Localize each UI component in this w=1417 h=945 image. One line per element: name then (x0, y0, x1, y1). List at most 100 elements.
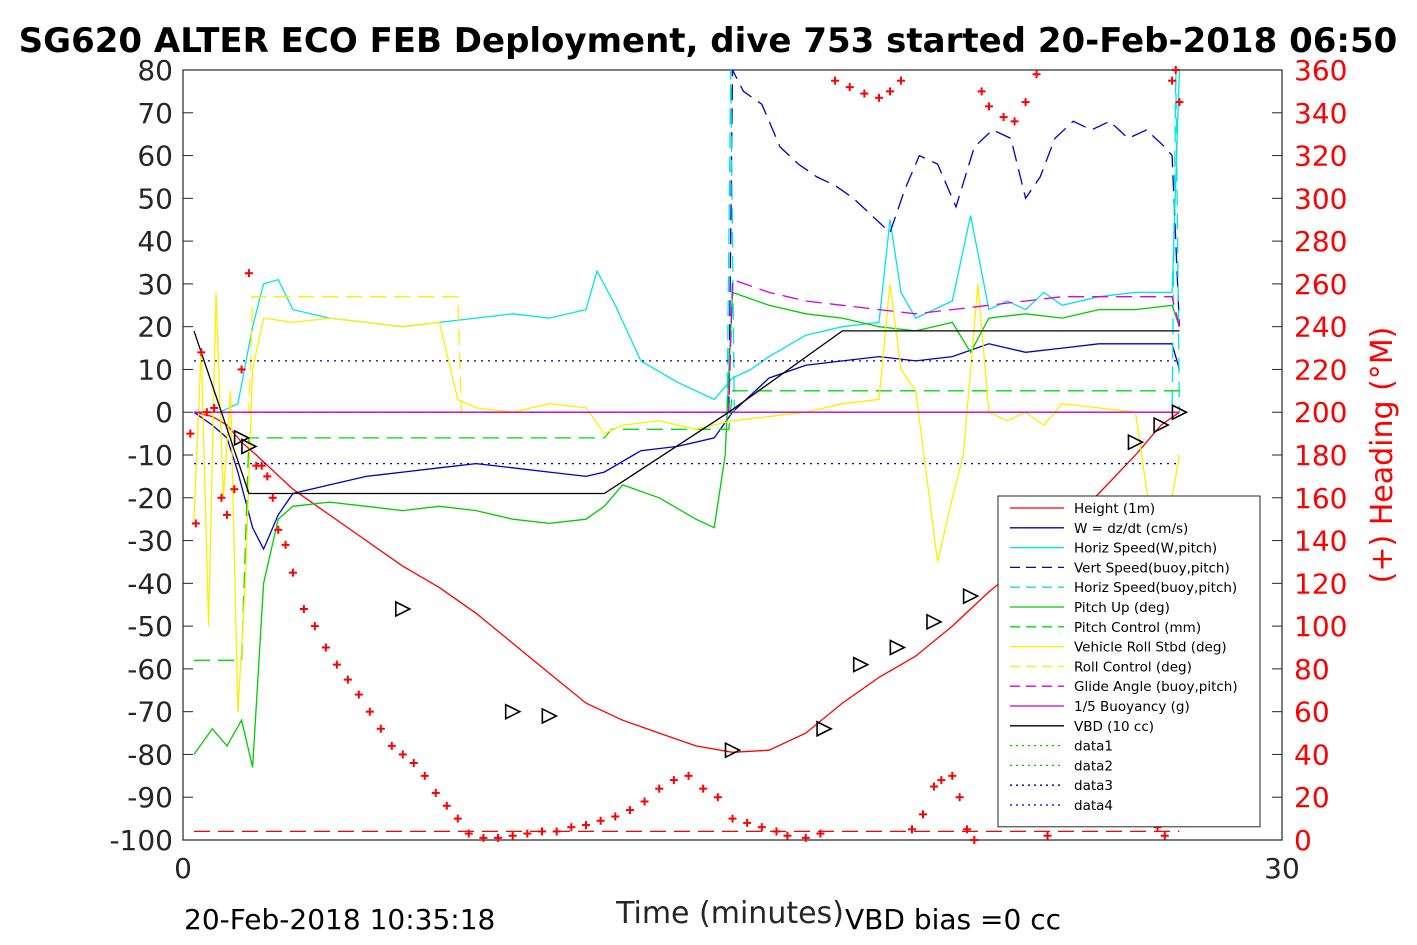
heading-point (210, 403, 219, 412)
heading-point (783, 831, 792, 840)
legend-label: Horiz Speed(buoy,pitch) (1074, 580, 1237, 596)
heading-point (1175, 98, 1184, 107)
legend-label: Vehicle Roll Stbd (deg) (1074, 640, 1227, 656)
legend-label: data2 (1074, 758, 1113, 774)
y-left-tick-label: 60 (137, 140, 173, 173)
heading-point (699, 784, 708, 793)
depth-marker (852, 656, 870, 673)
legend-label: data4 (1074, 798, 1113, 814)
heading-point (728, 814, 737, 823)
right-axis-label: (+) Heading (°M) (1365, 327, 1400, 584)
heading-point (453, 814, 462, 823)
legend-entry: W = dz/dt (cm/s) (1010, 521, 1188, 537)
heading-point (908, 825, 917, 834)
footer-timestamp: 20-Feb-2018 10:35:18 (184, 903, 495, 936)
heading-point (596, 816, 605, 825)
legend-entry: data3 (1010, 778, 1113, 794)
heading-point (343, 675, 352, 684)
y-left-tick-label: -10 (127, 439, 173, 472)
heading-point (831, 76, 840, 85)
depth-marker (816, 720, 833, 738)
legend-label: data1 (1074, 739, 1113, 755)
heading-point (567, 823, 576, 832)
series-line-9 (194, 278, 1181, 413)
legend-label: W = dz/dt (cm/s) (1074, 521, 1188, 537)
heading-point (743, 818, 752, 827)
heading-point (479, 833, 488, 842)
heading-point (970, 836, 979, 844)
y-right-tick-label: 260 (1294, 268, 1347, 301)
y-left-tick-label: -50 (127, 610, 173, 643)
heading-point (999, 113, 1008, 122)
legend-entry: Pitch Up (deg) (1010, 600, 1170, 616)
legend-entry: Vehicle Roll Stbd (deg) (1010, 640, 1227, 656)
heading-point (538, 827, 547, 836)
y-right-tick-label: 300 (1294, 182, 1347, 215)
depth-marker (1153, 416, 1170, 434)
heading-point (962, 825, 971, 834)
heading-point (1032, 70, 1041, 79)
y-right-tick-label: 0 (1294, 824, 1312, 857)
y-left-tick-label: 70 (137, 97, 173, 130)
heading-point (230, 485, 239, 494)
legend-entry: Glide Angle (buoy,pitch) (1010, 679, 1238, 695)
heading-point (669, 776, 678, 785)
heading-point (387, 741, 396, 750)
y-right-tick-label: 140 (1294, 525, 1347, 558)
series-line-3 (728, 69, 1181, 413)
heading-point (354, 690, 363, 699)
y-right-tick-label: 320 (1294, 140, 1347, 173)
heading-point (581, 821, 590, 830)
heading-point (860, 89, 869, 98)
heading-point (918, 810, 927, 819)
legend-label: data3 (1074, 778, 1113, 794)
heading-point (409, 759, 418, 767)
legend-label: VBD (10 cc) (1074, 719, 1154, 735)
y-left-tick-label: 0 (155, 396, 173, 429)
y-right-tick-label: 280 (1294, 225, 1347, 258)
legend-entry: data1 (1010, 739, 1113, 755)
heading-point (655, 784, 664, 793)
depth-marker (1127, 433, 1145, 451)
heading-point (929, 782, 938, 791)
depth-marker (394, 600, 412, 618)
y-left-tick-label: -40 (127, 567, 173, 600)
y-right-tick-label: 180 (1294, 439, 1347, 472)
legend-entry: Pitch Control (mm) (1010, 620, 1201, 636)
heading-point (955, 793, 964, 802)
series-line-11 (193, 330, 1180, 495)
heading-point (222, 510, 231, 519)
heading-point (299, 605, 308, 613)
y-left-tick-label: -20 (127, 482, 173, 515)
legend-entry: data4 (1010, 798, 1113, 814)
y-left-tick-label: -90 (127, 781, 173, 814)
y-right-tick-label: 80 (1294, 653, 1330, 686)
x-axis-label: Time (minutes) (615, 896, 844, 931)
y-left-tick-label: -100 (109, 824, 173, 857)
heading-point (237, 365, 246, 374)
heading-point (186, 429, 195, 438)
heading-point (684, 771, 693, 780)
legend-entry: 1/5 Buoyancy (g) (1010, 699, 1190, 715)
heading-point (268, 493, 277, 502)
heading-point (431, 788, 440, 797)
x-tick-label: 30 (1264, 852, 1300, 885)
depth-marker (889, 639, 907, 656)
y-left-tick-label: 80 (137, 54, 173, 87)
depth-marker (926, 613, 943, 631)
chart-title: SG620 ALTER ECO FEB Deployment, dive 753… (19, 21, 1398, 61)
series-line-2 (194, 69, 1181, 413)
heading-point (442, 801, 451, 810)
heading-point (897, 76, 906, 85)
legend-label: Pitch Control (mm) (1074, 620, 1201, 636)
y-right-tick-label: 200 (1294, 396, 1347, 429)
heading-point (263, 472, 272, 481)
heading-point (202, 408, 211, 417)
depth-marker (962, 587, 980, 605)
footer-vbd-bias: VBD bias =0 cc (845, 903, 1061, 936)
y-right-tick-label: 340 (1294, 97, 1347, 130)
heading-point (611, 812, 620, 821)
legend-entry: data2 (1010, 758, 1113, 774)
heading-point (845, 83, 854, 92)
